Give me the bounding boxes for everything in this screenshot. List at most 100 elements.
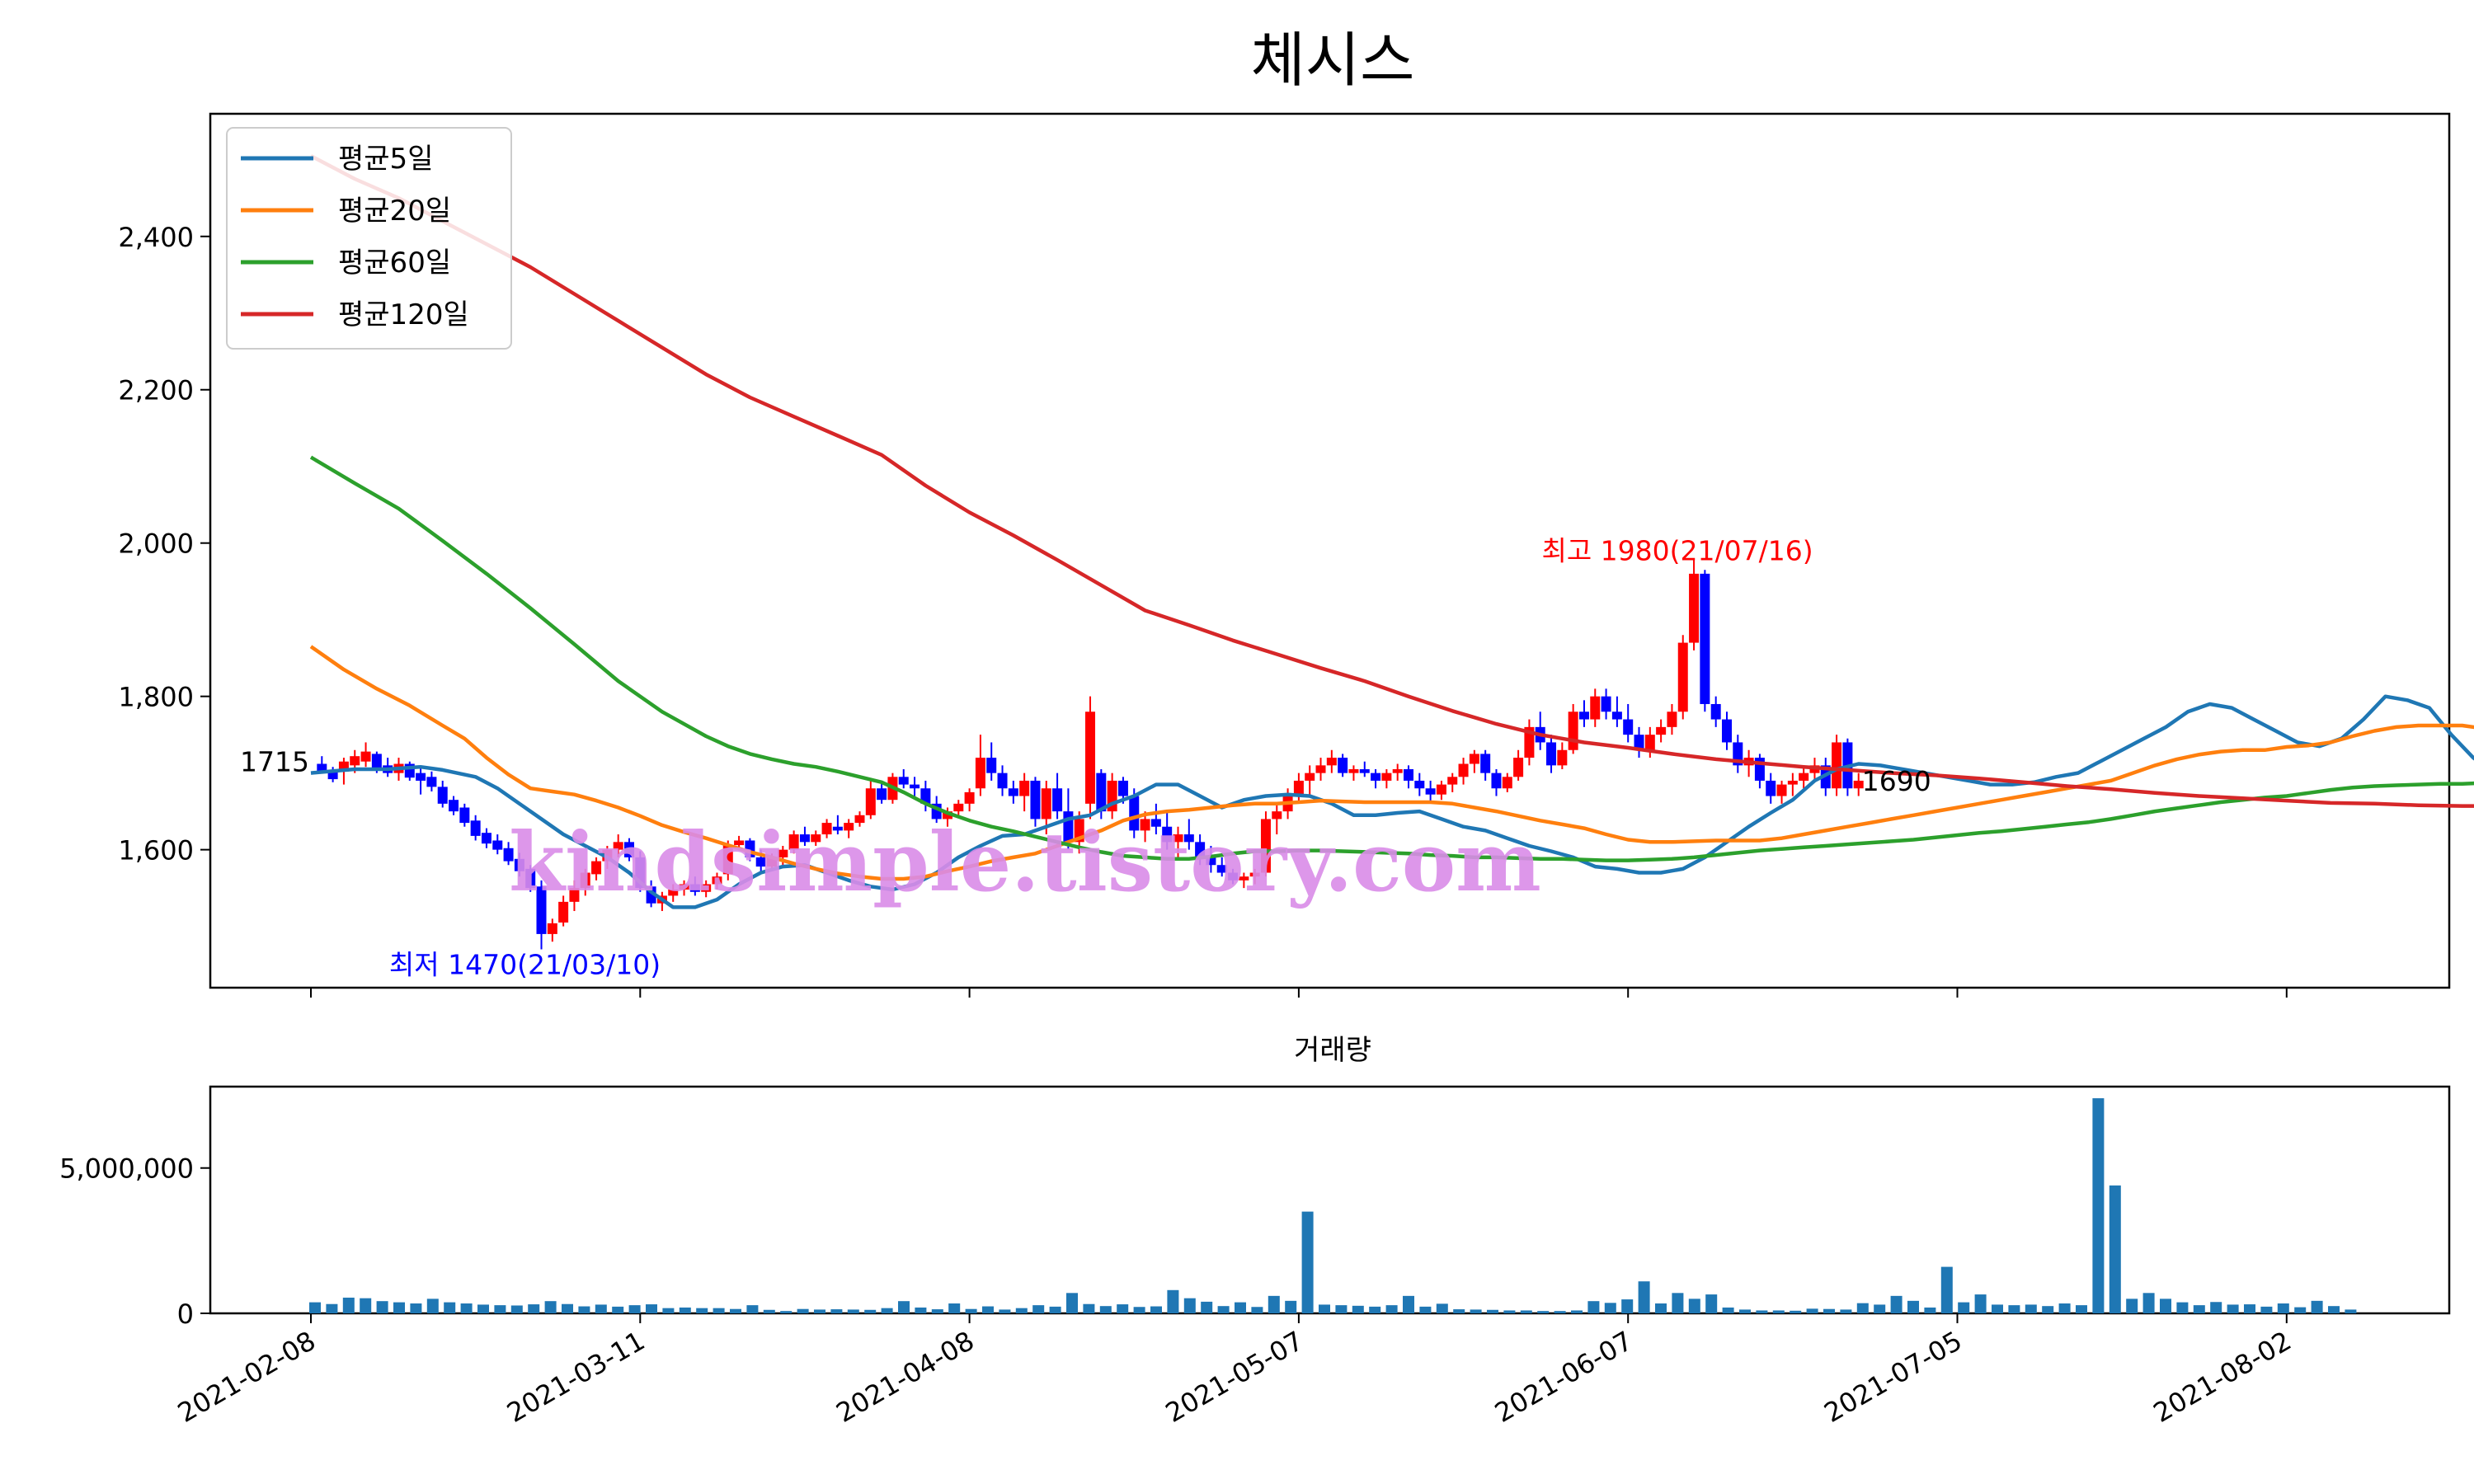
candle-body xyxy=(1799,773,1809,781)
candle-body xyxy=(668,889,679,896)
candle-body xyxy=(1787,780,1798,785)
volume-bar xyxy=(1235,1302,1246,1313)
volume-bar xyxy=(1503,1310,1516,1313)
volume-bar xyxy=(814,1309,825,1313)
candle-body xyxy=(536,886,547,934)
candle-body xyxy=(492,840,503,850)
annotation-label: 최고 1980(21/07/16) xyxy=(1541,534,1813,566)
candle-body xyxy=(722,845,733,875)
volume-bar xyxy=(696,1308,708,1313)
annotation-label: 최저 1470(21/03/10) xyxy=(389,949,661,981)
candle-body xyxy=(1546,742,1557,766)
candle-body xyxy=(1502,777,1512,789)
volume-bar xyxy=(1587,1301,1600,1313)
candle-body xyxy=(1228,872,1239,881)
volume-bar xyxy=(1992,1304,2003,1313)
volume-bar xyxy=(847,1309,859,1313)
candle-body xyxy=(1371,773,1381,781)
candle-body xyxy=(1491,773,1502,789)
volume-bar xyxy=(1183,1298,1196,1313)
candle-body xyxy=(558,901,569,923)
candle-body xyxy=(953,803,964,812)
candle-body xyxy=(1832,742,1842,789)
candle-body xyxy=(1436,784,1446,795)
candle-body xyxy=(1623,719,1634,735)
volume-bar xyxy=(1487,1309,1498,1313)
candle-body xyxy=(1689,573,1700,643)
volume-bar xyxy=(2025,1304,2037,1313)
price-x-axis-ticks xyxy=(310,988,2288,998)
candle-body xyxy=(1644,735,1655,750)
volume-bar xyxy=(1554,1311,1566,1313)
candle-body xyxy=(1776,784,1787,796)
volume-bar xyxy=(1621,1299,1634,1313)
volume-bar xyxy=(1874,1304,1886,1313)
volume-bar xyxy=(830,1309,843,1313)
candle-body xyxy=(1348,769,1359,773)
volume-bar xyxy=(444,1302,456,1313)
candle-body xyxy=(986,758,997,773)
ma-line xyxy=(309,154,2474,808)
volume-bar xyxy=(2142,1293,2155,1313)
candle-body xyxy=(1656,726,1667,735)
candle-body xyxy=(1129,796,1140,831)
candles-layer xyxy=(317,558,1864,950)
volume-bar xyxy=(1856,1303,1869,1313)
volume-bar xyxy=(2345,1309,2357,1313)
candle-body xyxy=(1173,834,1183,843)
candle-body xyxy=(844,823,854,831)
volume-bar xyxy=(393,1302,405,1313)
x-tick-label: 2021-03-11 xyxy=(501,1325,650,1429)
x-tick-label: 2021-02-08 xyxy=(172,1325,321,1429)
candle-body xyxy=(503,848,514,862)
candle-body xyxy=(1513,758,1524,777)
volume-bar xyxy=(1419,1306,1432,1313)
volume-bar xyxy=(746,1305,759,1313)
volume-bar xyxy=(477,1304,489,1313)
volume-bar xyxy=(1099,1306,1112,1313)
candle-body xyxy=(767,857,778,867)
candle-body xyxy=(1293,780,1304,796)
volume-bar xyxy=(1251,1307,1263,1313)
volume-bar xyxy=(780,1311,793,1313)
volume-bar xyxy=(1436,1303,1448,1313)
volume-bar xyxy=(2058,1303,2071,1313)
volume-bar xyxy=(1352,1305,1364,1313)
volume-y-tick-label: 5,000,000 xyxy=(59,1153,194,1185)
candle-body xyxy=(449,800,459,812)
volume-bar xyxy=(1083,1303,1095,1313)
volume-bar xyxy=(510,1305,523,1313)
volume-bar xyxy=(2260,1306,2273,1313)
volume-bar xyxy=(1470,1309,1482,1313)
volume-bar xyxy=(797,1308,809,1313)
candle-body xyxy=(1019,780,1030,796)
volume-bar xyxy=(999,1309,1011,1313)
candle-body xyxy=(580,872,590,889)
volume-bar xyxy=(2076,1305,2087,1313)
candle-body xyxy=(788,834,799,850)
volume-bar xyxy=(1672,1293,1684,1313)
candle-body xyxy=(712,876,722,885)
price-y-tick-label: 2,200 xyxy=(118,375,194,406)
candle-body xyxy=(1590,696,1601,720)
volume-bar xyxy=(1301,1211,1314,1313)
candle-body xyxy=(1140,819,1150,831)
candle-body xyxy=(1578,711,1589,720)
candle-body xyxy=(1601,696,1611,712)
volume-bar xyxy=(2277,1303,2289,1313)
volume-bar xyxy=(1638,1281,1650,1313)
candle-body xyxy=(1447,777,1458,785)
volume-bar xyxy=(1890,1295,1903,1313)
candle-body xyxy=(898,777,909,785)
candle-body xyxy=(613,842,623,850)
volume-bar xyxy=(1032,1305,1045,1313)
price-annotations: 1715 최저 1470(21/03/10) 최고 1980(21/07/16) 16… xyxy=(240,534,1931,980)
x-tick-label: 2021-05-07 xyxy=(1160,1325,1309,1429)
moving-average-lines xyxy=(309,154,2474,909)
volume-bar xyxy=(1907,1300,1919,1313)
candle-body xyxy=(1469,754,1479,764)
x-tick-label: 2021-06-07 xyxy=(1489,1325,1638,1429)
candle-body xyxy=(1305,773,1315,781)
volume-bar xyxy=(1940,1266,1953,1313)
